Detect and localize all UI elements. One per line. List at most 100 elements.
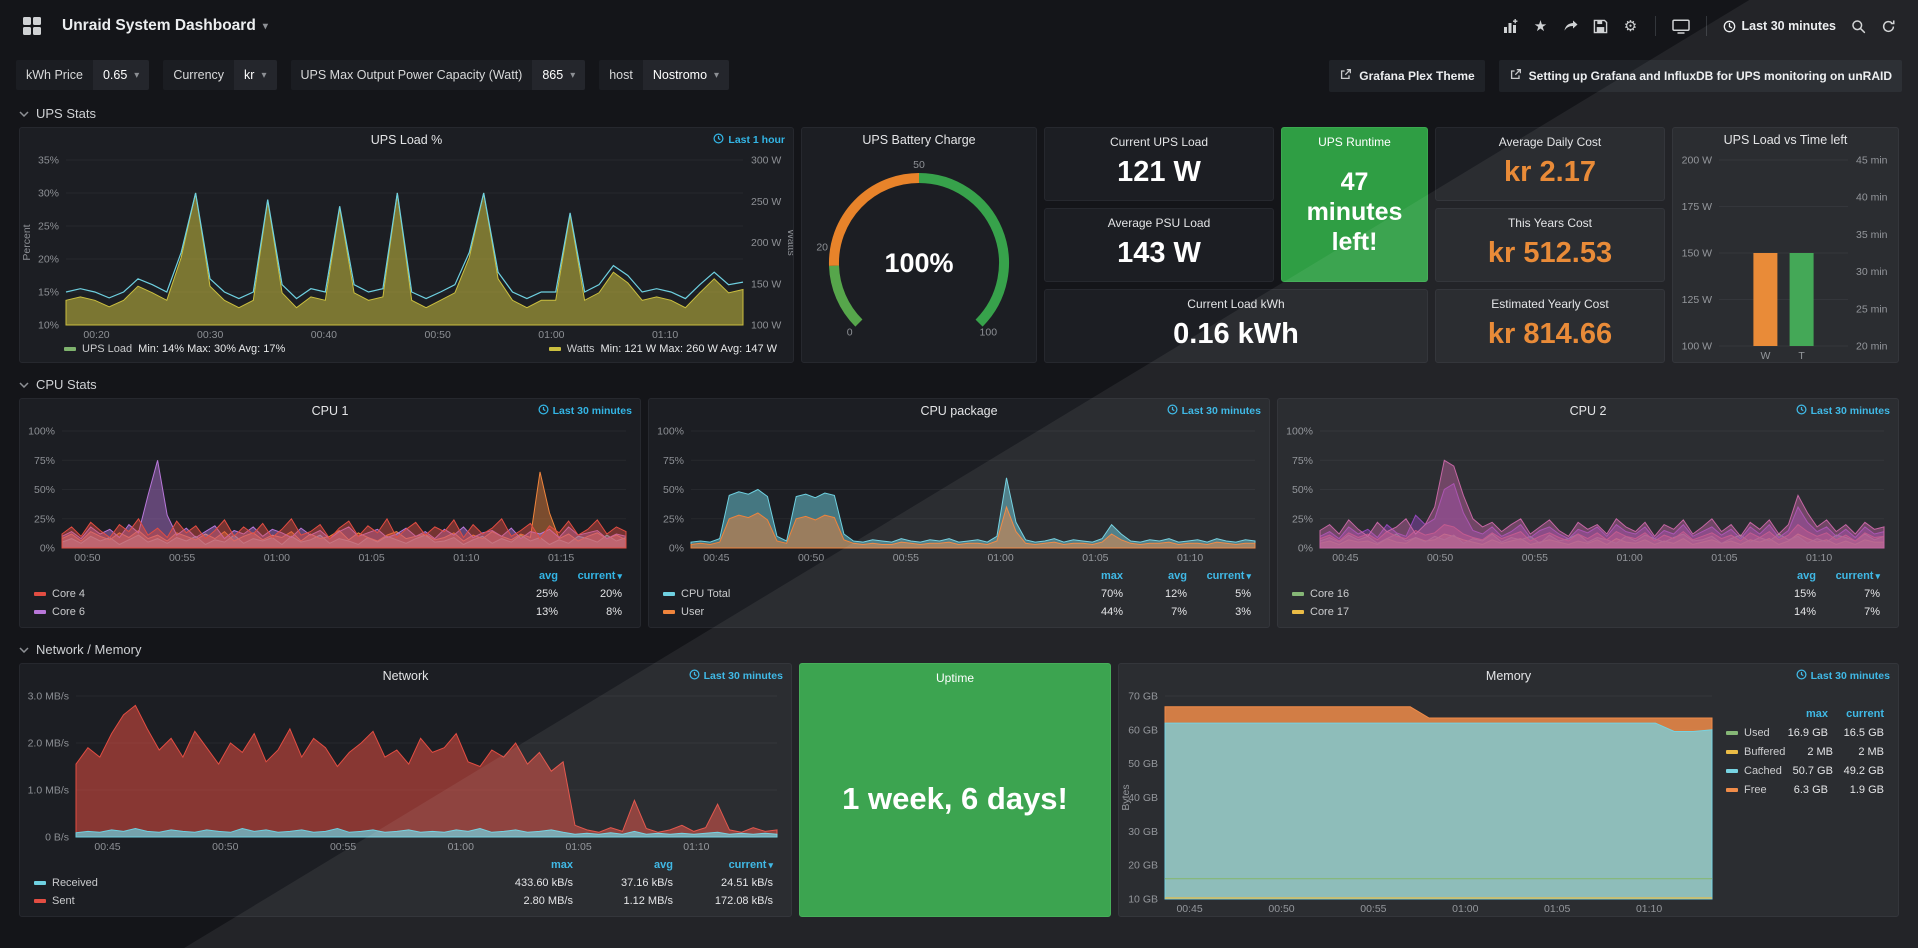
svg-text:150 W: 150 W xyxy=(751,278,781,290)
variable-value-dropdown[interactable]: 0.65 ▾ xyxy=(92,60,150,90)
panel-title[interactable]: Current Load kWh xyxy=(1187,297,1285,311)
panel-title[interactable]: CPU 2 xyxy=(1569,404,1607,418)
variable-kwh-price[interactable]: kWh Price 0.65 ▾ xyxy=(16,60,150,90)
legend-row: Buffered 2 MB 2 MB xyxy=(1726,742,1884,761)
legend-header: avg current xyxy=(34,567,622,585)
panel-title[interactable]: UPS Runtime xyxy=(1318,135,1391,149)
series-name[interactable]: CPU Total xyxy=(681,588,731,600)
ups-load-chart[interactable]: 35% 30% 25% 20% 15% 10% 300 W 250 W 200 W 150 W 10… xyxy=(20,152,797,342)
variable-label: Currency xyxy=(163,60,235,90)
variable-ups-max-output[interactable]: UPS Max Output Power Capacity (Watt) 865… xyxy=(290,60,586,90)
panel-title[interactable]: UPS Load vs Time left xyxy=(1723,133,1848,147)
panel-time-badge[interactable]: Last 30 minutes xyxy=(1796,669,1890,683)
variable-host[interactable]: host Nostromo ▾ xyxy=(599,60,730,90)
svg-text:01:00: 01:00 xyxy=(1616,552,1642,564)
panel-title[interactable]: UPS Load % xyxy=(370,133,443,147)
series-name[interactable]: User xyxy=(681,606,705,618)
save-button[interactable] xyxy=(1587,11,1615,41)
panel-title[interactable]: Estimated Yearly Cost xyxy=(1491,297,1609,311)
star-button[interactable]: ★ xyxy=(1527,11,1555,41)
legend-col-max[interactable]: max xyxy=(550,859,573,871)
cpu2-chart[interactable]: 100% 75% 50% 25% 0% 00:45 00:50 00:55 01:00 01:05… xyxy=(1278,423,1898,565)
legend-col-current[interactable]: current xyxy=(1846,707,1884,720)
panel-title[interactable]: Current UPS Load xyxy=(1109,135,1209,149)
apps-grid-icon[interactable] xyxy=(16,11,48,41)
memory-chart[interactable]: 70 GB 60 GB 50 GB 40 GB 30 GB 20 GB 10 GB 00:45… xyxy=(1119,688,1726,916)
panel-time-badge[interactable]: Last 30 minutes xyxy=(689,669,783,683)
svg-text:00:55: 00:55 xyxy=(1360,903,1386,915)
row-header-cpu-stats[interactable]: CPU Stats xyxy=(19,377,1899,392)
legend-col-current[interactable]: current xyxy=(1816,570,1880,582)
add-panel-button[interactable] xyxy=(1497,11,1525,41)
series-name[interactable]: Free xyxy=(1744,783,1767,796)
legend-header: max avg current xyxy=(663,567,1251,585)
svg-text:0 B/s: 0 B/s xyxy=(45,832,69,844)
panel-title[interactable]: Network xyxy=(382,669,429,683)
panel-title[interactable]: Average Daily Cost xyxy=(1498,135,1602,149)
series-name[interactable]: Cached xyxy=(1744,764,1782,777)
series-marker xyxy=(34,881,46,885)
link-grafana-influxdb-guide[interactable]: Setting up Grafana and InfluxDB for UPS … xyxy=(1498,60,1902,92)
series-name[interactable]: Sent xyxy=(52,895,75,907)
battery-gauge[interactable]: 0 20 50 100 100% xyxy=(802,152,1036,362)
time-range-picker[interactable]: Last 30 minutes xyxy=(1717,11,1842,41)
svg-text:40 min: 40 min xyxy=(1856,192,1888,204)
panel-ups-battery-charge: UPS Battery Charge 0 20 50 100 100% xyxy=(801,127,1037,363)
network-chart[interactable]: 3.0 MB/s 2.0 MB/s 1.0 MB/s 0 B/s 00:45 00:50 0… xyxy=(20,688,791,854)
panel-title[interactable]: CPU package xyxy=(920,404,998,418)
ups-bar-chart[interactable]: 200 W 175 W 150 W 125 W 100 W 45 min 40 min 35 … xyxy=(1673,152,1898,363)
external-link-icon xyxy=(1509,68,1522,84)
legend-col-avg[interactable]: avg xyxy=(654,859,673,871)
refresh-button[interactable] xyxy=(1874,11,1902,41)
panel-title[interactable]: Average PSU Load xyxy=(1107,216,1211,230)
legend-col-current[interactable]: current xyxy=(1187,570,1251,582)
dashboard-title-dropdown[interactable]: Unraid System Dashboard ▾ xyxy=(62,17,268,35)
legend-col-avg[interactable]: avg xyxy=(1797,570,1816,582)
chevron-down-icon: ▾ xyxy=(134,69,140,81)
share-button[interactable] xyxy=(1557,11,1585,41)
legend-table: avg current Core 16 15% 7% Core 17 14% 7… xyxy=(1278,565,1898,627)
panel-ups-load-vs-time-left: UPS Load vs Time left 200 W 175 W 150 W 125… xyxy=(1672,127,1899,363)
legend-col-avg[interactable]: avg xyxy=(1168,570,1187,582)
cpu1-chart[interactable]: 100% 75% 50% 25% 0% 00:50 00:55 01:00 01:05 01:10… xyxy=(20,423,640,565)
series-name[interactable]: Core 16 xyxy=(1310,588,1350,600)
panel-title[interactable]: This Years Cost xyxy=(1507,216,1593,230)
series-name[interactable]: Core 17 xyxy=(1310,606,1350,618)
link-grafana-plex-theme[interactable]: Grafana Plex Theme xyxy=(1329,60,1485,92)
panel-time-badge[interactable]: Last 30 minutes xyxy=(1167,404,1261,418)
panel-title[interactable]: Memory xyxy=(1485,669,1532,683)
panel-time-badge[interactable]: Last 30 minutes xyxy=(538,404,632,418)
panel-time-badge[interactable]: Last 30 minutes xyxy=(1796,404,1890,418)
series-name[interactable]: Core 4 xyxy=(52,588,86,600)
legend-col-current[interactable]: current xyxy=(673,859,773,871)
series-name[interactable]: Used xyxy=(1744,726,1770,739)
panel-title[interactable]: CPU 1 xyxy=(311,404,349,418)
zoom-out-button[interactable] xyxy=(1844,11,1872,41)
series-name[interactable]: Buffered xyxy=(1744,745,1786,758)
legend-item[interactable]: Watts Min: 121 W Max: 260 W Avg: 147 W xyxy=(548,343,777,355)
panel-memory: Memory Last 30 minutes 70 GB 60 GB 50 GB 40… xyxy=(1118,663,1899,917)
svg-text:20 GB: 20 GB xyxy=(1128,860,1158,872)
settings-button[interactable]: ⚙ xyxy=(1617,11,1645,41)
stat-value: 0.16 kWh xyxy=(1173,318,1299,350)
cpu-package-chart[interactable]: 100% 75% 50% 25% 0% 00:45 00:50 00:55 01:00 01:05… xyxy=(649,423,1269,565)
variable-value-dropdown[interactable]: kr ▾ xyxy=(234,60,277,90)
series-name[interactable]: Core 6 xyxy=(52,606,86,618)
legend-col-max[interactable]: max xyxy=(1100,570,1123,582)
panel-average-psu-load: Average PSU Load 143 W xyxy=(1044,208,1274,282)
legend-item[interactable]: UPS Load Min: 14% Max: 30% Avg: 17% xyxy=(64,343,285,355)
legend-col-max[interactable]: max xyxy=(1805,707,1828,720)
variable-value-dropdown[interactable]: Nostromo ▾ xyxy=(642,60,730,90)
panel-title[interactable]: Uptime xyxy=(935,671,974,685)
legend-col-avg[interactable]: avg xyxy=(539,570,558,582)
tv-kiosk-button[interactable] xyxy=(1666,11,1696,41)
panel-title[interactable]: UPS Battery Charge xyxy=(862,133,976,147)
row-header-ups-stats[interactable]: UPS Stats xyxy=(19,106,1899,121)
legend-col-current[interactable]: current xyxy=(558,570,622,582)
panel-time-badge[interactable]: Last 1 hour xyxy=(713,133,785,147)
variable-currency[interactable]: Currency kr ▾ xyxy=(163,60,277,90)
series-marker xyxy=(1726,768,1738,773)
series-name[interactable]: Received xyxy=(52,877,98,889)
variable-value-dropdown[interactable]: 865 ▾ xyxy=(532,60,586,90)
row-header-network-memory[interactable]: Network / Memory xyxy=(19,642,1899,657)
